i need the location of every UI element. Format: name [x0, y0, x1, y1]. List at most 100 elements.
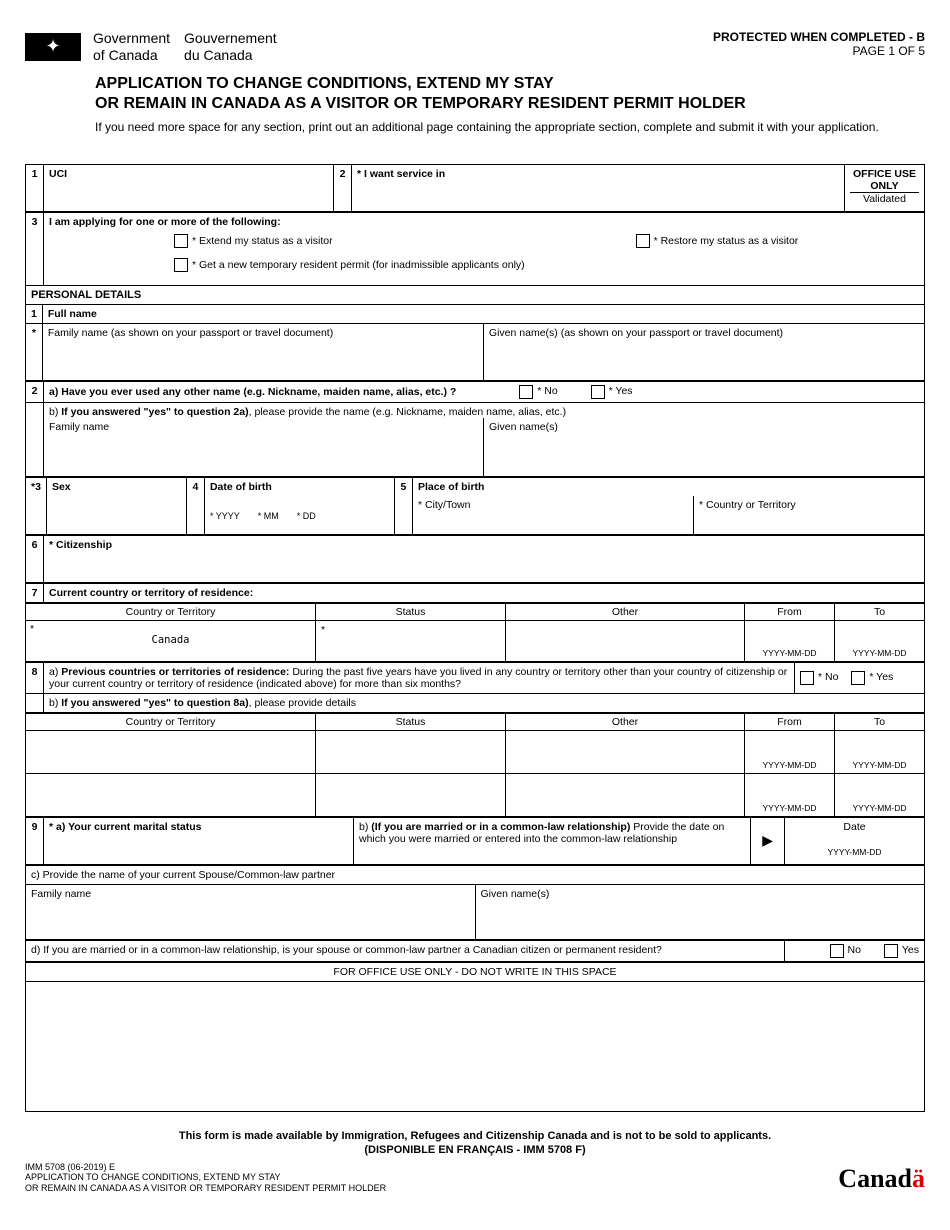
- gov-en: Government of Canada: [93, 30, 170, 64]
- service-field[interactable]: * I want service in: [352, 164, 845, 211]
- checkbox-icon[interactable]: [174, 258, 188, 272]
- p8-table: 8 a) Previous countries or territories o…: [25, 662, 925, 713]
- personal-heading: PERSONAL DETAILS: [25, 285, 925, 304]
- p9c-table: c) Provide the name of your current Spou…: [25, 865, 925, 940]
- office-space-area: [26, 981, 925, 1111]
- family-name-label: Family name (as shown on your passport o…: [48, 327, 478, 339]
- q2-num: 2: [334, 164, 352, 211]
- instructions: If you need more space for any section, …: [95, 120, 925, 134]
- citizenship-field[interactable]: * Citizenship: [44, 535, 925, 582]
- p8-num: 8: [26, 662, 44, 693]
- p9b-cell: b) (If you are married or in a common-la…: [354, 817, 751, 864]
- p2b-family-field[interactable]: Family name: [44, 418, 484, 476]
- p2a-cell: a) Have you ever used any other name (e.…: [44, 381, 925, 402]
- p3-num: *3: [26, 477, 47, 534]
- p9d-yes[interactable]: Yes: [884, 944, 919, 956]
- p8-res-table: Country or Territory Status Other From T…: [25, 713, 925, 817]
- p2b-given-field[interactable]: Given name(s): [484, 418, 924, 476]
- p9d-no[interactable]: No: [830, 944, 861, 956]
- footer-line1: This form is made available by Immigrati…: [25, 1130, 925, 1142]
- p8-yes[interactable]: * Yes: [851, 671, 893, 683]
- checkbox-icon[interactable]: [830, 944, 844, 958]
- bottom-row: IMM 5708 (06-2019) E APPLICATION TO CHAN…: [25, 1162, 925, 1194]
- opt-restore[interactable]: * Restore my status as a visitor: [636, 234, 799, 248]
- office-use-cell: OFFICE USE ONLY Validated: [845, 164, 925, 211]
- p1-star: *: [26, 323, 43, 380]
- p7-res-table: Country or Territory Status Other From T…: [25, 603, 925, 662]
- office-use-label: OFFICE USE ONLY: [850, 168, 919, 193]
- top-table: 1 UCI 2 * I want service in OFFICE USE O…: [25, 164, 925, 212]
- title-line2: OR REMAIN IN CANADA AS A VISITOR OR TEMP…: [95, 94, 925, 114]
- checkbox-icon[interactable]: [851, 671, 865, 685]
- office-space-label: FOR OFFICE USE ONLY - DO NOT WRITE IN TH…: [26, 962, 925, 981]
- prev-row-2[interactable]: YYYY-MM-DD YYYY-MM-DD: [26, 773, 925, 816]
- service-label: * I want service in: [357, 168, 445, 180]
- prev-row-1[interactable]: YYYY-MM-DD YYYY-MM-DD: [26, 730, 925, 773]
- opt-extend[interactable]: * Extend my status as a visitor: [174, 234, 333, 248]
- res-from[interactable]: YYYY-MM-DD: [745, 620, 835, 661]
- checkbox-icon[interactable]: [591, 385, 605, 399]
- form-code-block: IMM 5708 (06-2019) E APPLICATION TO CHAN…: [25, 1162, 386, 1194]
- p9d-table: d) If you are married or in a common-law…: [25, 940, 925, 962]
- city-field[interactable]: * City/Town: [413, 496, 694, 534]
- given-name-label: Given name(s) (as shown on your passport…: [489, 327, 919, 339]
- given-name-field[interactable]: Given name(s) (as shown on your passport…: [483, 323, 924, 380]
- res-other[interactable]: [506, 620, 745, 661]
- office-space-table: FOR OFFICE USE ONLY - DO NOT WRITE IN TH…: [25, 962, 925, 1112]
- p7-num: 7: [26, 583, 44, 602]
- uci-label: UCI: [49, 168, 67, 180]
- marital-field[interactable]: * a) Your current marital status: [44, 817, 354, 864]
- dob-field[interactable]: Date of birth * YYYY * MM * DD: [204, 477, 394, 534]
- col-from: From: [745, 603, 835, 620]
- marriage-date-field[interactable]: Date YYYY-MM-DD: [785, 817, 925, 864]
- spouse-given-field[interactable]: Given name(s): [475, 884, 925, 939]
- opt-trp[interactable]: * Get a new temporary resident permit (f…: [174, 258, 525, 272]
- checkbox-icon[interactable]: [800, 671, 814, 685]
- p2a-yes[interactable]: * Yes: [591, 385, 633, 397]
- checkbox-icon[interactable]: [884, 944, 898, 958]
- p7-table: 7 Current country or territory of reside…: [25, 583, 925, 603]
- spouse-family-field[interactable]: Family name: [26, 884, 476, 939]
- p6-table: 6 * Citizenship: [25, 535, 925, 583]
- country-field[interactable]: * Country or Territory: [694, 496, 924, 534]
- p9c-label: c) Provide the name of your current Spou…: [26, 865, 925, 884]
- p8a-cell: a) Previous countries or territories of …: [44, 662, 795, 693]
- checkbox-icon[interactable]: [636, 234, 650, 248]
- p2-num: 2: [26, 381, 44, 402]
- col-status: Status: [316, 603, 506, 620]
- p9d-options: No Yes: [785, 940, 925, 961]
- validated-label: Validated: [850, 193, 919, 205]
- res-country: * Canada: [26, 620, 316, 661]
- p2a-no[interactable]: * No: [519, 385, 557, 397]
- col-to: To: [835, 603, 925, 620]
- family-name-field[interactable]: Family name (as shown on your passport o…: [42, 323, 483, 380]
- q3-num: 3: [26, 212, 44, 285]
- gov-text: Government of Canada Gouvernement du Can…: [93, 30, 277, 64]
- footer-line2: (DISPONIBLE EN FRANÇAIS - IMM 5708 F): [25, 1144, 925, 1156]
- gov-fr: Gouvernement du Canada: [184, 30, 277, 64]
- uci-field[interactable]: UCI: [44, 164, 334, 211]
- checkbox-icon[interactable]: [519, 385, 533, 399]
- p9d-cell: d) If you are married or in a common-law…: [26, 940, 785, 961]
- p2b-label: b) If you answered "yes" to question 2a)…: [44, 403, 924, 418]
- arrow-icon: ▶: [751, 817, 785, 864]
- protected-label: PROTECTED WHEN COMPLETED - B: [713, 30, 925, 44]
- pob-cell: Place of birth * City/Town * Country or …: [412, 477, 924, 534]
- res-status[interactable]: *: [316, 620, 506, 661]
- p4-num: 4: [186, 477, 204, 534]
- p6-num: 6: [26, 535, 44, 582]
- page-header: ✦ Government of Canada Gouvernement du C…: [25, 30, 925, 64]
- p345-table: *3 Sex 4 Date of birth * YYYY * MM * DD …: [25, 477, 925, 535]
- p9-table: 9 * a) Your current marital status b) (I…: [25, 817, 925, 865]
- q3-label: I am applying for one or more of the fol…: [49, 216, 919, 228]
- gov-logo-block: ✦ Government of Canada Gouvernement du C…: [25, 30, 277, 64]
- col-other: Other: [506, 603, 745, 620]
- protected-block: PROTECTED WHEN COMPLETED - B PAGE 1 OF 5: [713, 30, 925, 58]
- sex-field[interactable]: Sex: [46, 477, 186, 534]
- canada-wordmark: Canadä: [838, 1164, 925, 1194]
- q3-cell: I am applying for one or more of the fol…: [44, 212, 925, 285]
- checkbox-icon[interactable]: [174, 234, 188, 248]
- res-to[interactable]: YYYY-MM-DD: [835, 620, 925, 661]
- p8-no[interactable]: * No: [800, 671, 838, 683]
- canada-flag-icon: ✦: [25, 33, 81, 61]
